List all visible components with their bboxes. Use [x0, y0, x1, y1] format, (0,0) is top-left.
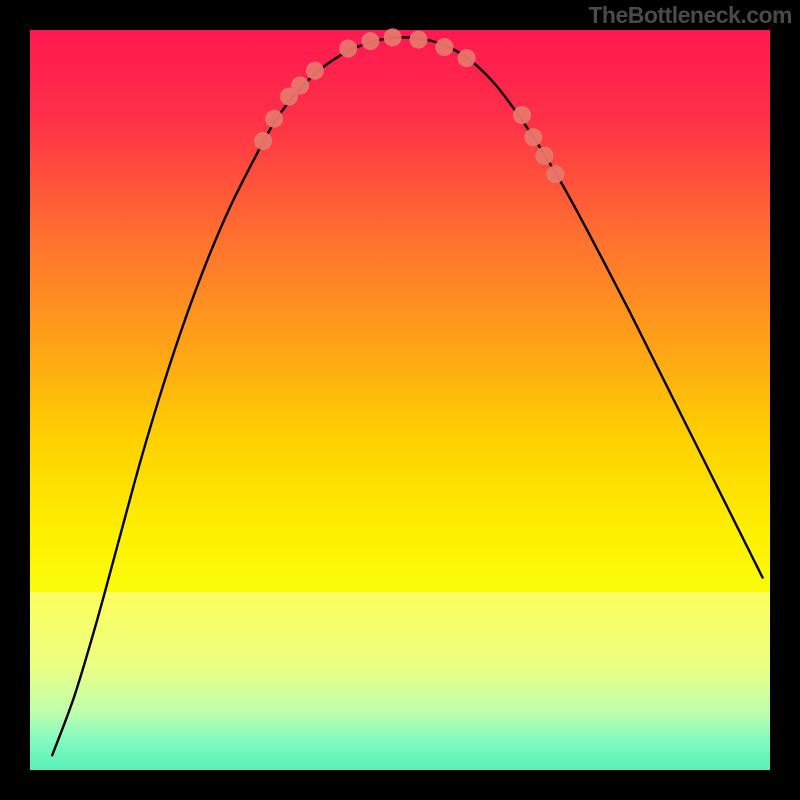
plot-area [0, 0, 800, 800]
data-point [384, 28, 402, 46]
data-point [435, 38, 453, 56]
data-point [458, 49, 476, 67]
data-point [546, 165, 564, 183]
data-point [254, 132, 272, 150]
chart-container: TheBottleneck.com [0, 0, 800, 800]
data-point [410, 31, 428, 49]
data-point [535, 147, 553, 165]
data-point [339, 40, 357, 58]
data-point [291, 77, 309, 95]
bottleneck-chart [0, 0, 800, 800]
data-point [265, 110, 283, 128]
data-point [306, 62, 324, 80]
watermark-text: TheBottleneck.com [588, 2, 792, 29]
data-point [361, 32, 379, 50]
data-point [524, 128, 542, 146]
data-point [513, 106, 531, 124]
